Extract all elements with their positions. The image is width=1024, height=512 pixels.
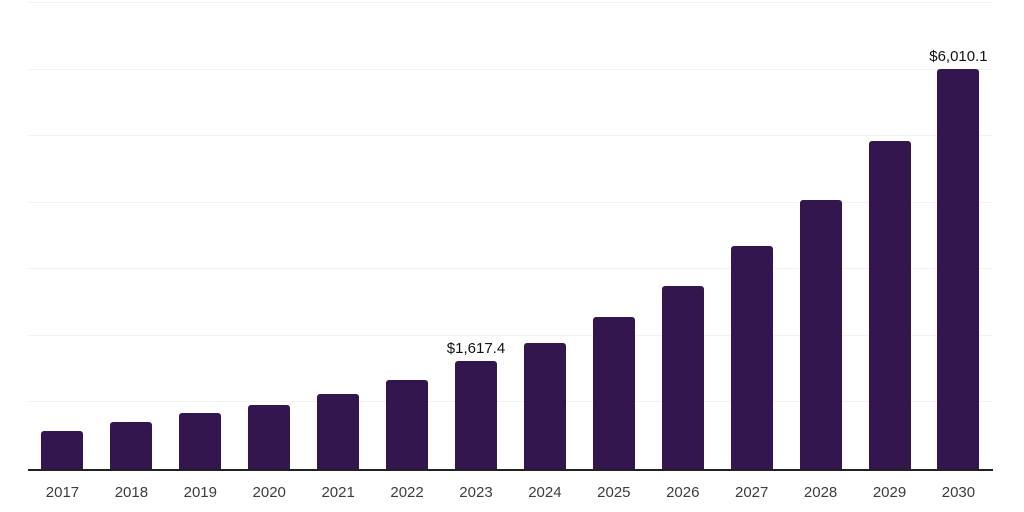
x-tick-label-2030: 2030 bbox=[941, 484, 976, 501]
gridline-7000 bbox=[28, 2, 993, 3]
bar-2023: $1,617.4 bbox=[447, 340, 505, 469]
gridline-3000 bbox=[28, 268, 993, 270]
x-axis-labels: 2017 2018 2019 2020 2021 2022 2023 2024 2025 2026… bbox=[28, 484, 993, 501]
bar-2027 bbox=[730, 246, 773, 469]
gridline-5000 bbox=[28, 135, 993, 137]
bar-2030: $6,010.1 bbox=[929, 48, 988, 469]
x-tick-label-2018: 2018 bbox=[114, 484, 149, 501]
bar-slot-2022 bbox=[373, 3, 442, 469]
bar-2028 bbox=[799, 200, 842, 469]
gridline-1000 bbox=[28, 401, 993, 403]
bar-chart: $1,617.4 $6,010.1 2017 2018 2019 2020 2021 202… bbox=[28, 2, 993, 501]
x-tick-label-2029: 2029 bbox=[872, 484, 907, 501]
x-tick-label-2024: 2024 bbox=[528, 484, 562, 501]
data-label-2030: $6,010.1 bbox=[929, 47, 988, 65]
bar-slot-2017 bbox=[28, 3, 97, 469]
x-tick-label-2021: 2021 bbox=[321, 484, 355, 501]
bar-2019 bbox=[179, 413, 222, 469]
bar-slot-2024 bbox=[510, 3, 579, 469]
bar-2026 bbox=[661, 285, 704, 469]
x-tick-label-2028: 2028 bbox=[803, 484, 838, 501]
x-axis-line bbox=[28, 469, 993, 471]
x-tick-label-2019: 2019 bbox=[183, 484, 217, 501]
bar-slot-2027 bbox=[717, 3, 786, 469]
bar-slot-2019 bbox=[166, 3, 235, 469]
bar-2022 bbox=[386, 380, 429, 469]
x-tick-label-2020: 2020 bbox=[252, 484, 286, 501]
bar-slot-2023: $1,617.4 bbox=[442, 3, 511, 469]
bar-2024 bbox=[523, 343, 566, 469]
plot-area: $1,617.4 $6,010.1 bbox=[28, 2, 993, 469]
bar-2025 bbox=[592, 316, 635, 469]
x-tick-label-2023: 2023 bbox=[459, 484, 493, 501]
bar-slot-2021 bbox=[304, 3, 373, 469]
x-tick-label-2027: 2027 bbox=[734, 484, 769, 501]
bar-2017 bbox=[41, 431, 84, 469]
gridline-4000 bbox=[28, 201, 993, 203]
bar-2021 bbox=[317, 394, 360, 469]
bar-2018 bbox=[110, 422, 153, 469]
bar-slot-2026 bbox=[648, 3, 717, 469]
x-tick-label-2022: 2022 bbox=[390, 484, 424, 501]
bar-slot-2018 bbox=[97, 3, 166, 469]
bar-2029 bbox=[868, 141, 911, 469]
x-tick-label-2026: 2026 bbox=[666, 484, 700, 501]
data-label-2023: $1,617.4 bbox=[446, 340, 506, 358]
bar-slot-2025 bbox=[579, 3, 648, 469]
bar-2020 bbox=[248, 405, 291, 469]
bar-slot-2030: $6,010.1 bbox=[924, 3, 993, 469]
bars-row: $1,617.4 $6,010.1 bbox=[28, 3, 993, 469]
gridline-6000 bbox=[28, 68, 993, 70]
x-tick-label-2025: 2025 bbox=[597, 484, 631, 501]
bar-slot-2020 bbox=[235, 3, 304, 469]
bar-slot-2028 bbox=[786, 3, 855, 469]
gridline-2000 bbox=[28, 334, 993, 336]
bar-slot-2029 bbox=[855, 3, 924, 469]
x-tick-label-2017: 2017 bbox=[45, 484, 80, 501]
